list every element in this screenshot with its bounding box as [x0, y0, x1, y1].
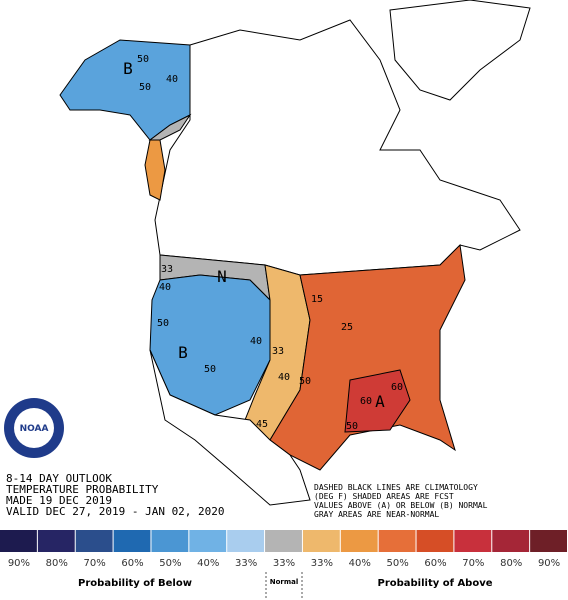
note-line: DASHED BLACK LINES ARE CLIMATOLOGY	[314, 483, 478, 492]
map-label: 50	[157, 318, 169, 329]
legend-label: 70%	[84, 558, 106, 569]
legend-swatch	[340, 530, 378, 552]
legend-swatch	[75, 530, 113, 552]
legend-swatch	[454, 530, 492, 552]
header-line: 8-14 DAY OUTLOOK	[6, 472, 112, 485]
legend-label: 80%	[46, 558, 68, 569]
legend-swatch	[37, 530, 75, 552]
map-label: 50	[204, 364, 216, 375]
map-label: 33	[161, 264, 173, 275]
legend-label: 60%	[121, 558, 143, 569]
map-label: 50	[346, 421, 358, 432]
legend-label: 33%	[273, 558, 295, 569]
legend-label: 80%	[500, 558, 522, 569]
legend-label: 50%	[386, 558, 408, 569]
header-line: TEMPERATURE PROBABILITY	[6, 483, 159, 496]
legend-label: 33%	[311, 558, 333, 569]
mexico	[149, 349, 311, 506]
noaa-logo: NOAA	[4, 398, 64, 458]
map-label: 40	[166, 74, 178, 85]
map-label: 50	[139, 82, 151, 93]
legend-label: 40%	[349, 558, 371, 569]
legend-swatch	[492, 530, 530, 552]
bc-coast	[144, 139, 166, 201]
header-line: VALID DEC 27, 2019 - JAN 02, 2020	[6, 505, 225, 518]
map-base	[59, 0, 531, 506]
legend-label: 50%	[159, 558, 181, 569]
map-label: 50	[137, 54, 149, 65]
legend-swatch	[416, 530, 454, 552]
legend-swatch	[0, 530, 37, 552]
header-line: MADE 19 DEC 2019	[6, 494, 112, 507]
map-label: 40	[278, 372, 290, 383]
us-below	[149, 274, 271, 416]
note-line: (DEG F) SHADED AREAS ARE FCST	[314, 492, 454, 501]
map-label: B	[123, 59, 133, 78]
logo-inner	[14, 408, 54, 448]
map-label: 50	[299, 376, 311, 387]
map-label: 60	[391, 382, 403, 393]
map-label: A	[375, 392, 385, 411]
note-line: VALUES ABOVE (A) OR BELOW (B) NORMAL	[314, 501, 488, 510]
canada	[154, 19, 521, 276]
legend-label: 70%	[462, 558, 484, 569]
us-above	[269, 243, 466, 471]
legend-swatch	[227, 530, 265, 552]
legend-label: 90%	[8, 558, 30, 569]
legend-swatch	[302, 530, 340, 552]
legend-swatch	[530, 530, 567, 552]
legend-swatch	[113, 530, 151, 552]
us-above-high	[344, 369, 411, 433]
legend-label: 40%	[197, 558, 219, 569]
map-label: 45	[256, 419, 268, 430]
map-label: 25	[341, 322, 353, 333]
map-label: 33	[272, 346, 284, 357]
legend-swatch	[189, 530, 227, 552]
legend-swatch	[151, 530, 189, 552]
map-label: 60	[360, 396, 372, 407]
logo-text: NOAA	[20, 424, 49, 434]
legend-normal: Normal	[270, 578, 299, 586]
legend-label: 90%	[538, 558, 560, 569]
legend-swatch	[378, 530, 416, 552]
legend-label: 60%	[424, 558, 446, 569]
legend-above: Probability of Above	[377, 578, 492, 589]
map-label: 40	[159, 282, 171, 293]
legend-swatch	[265, 530, 302, 552]
greenland	[389, 0, 531, 101]
map-label: 15	[311, 294, 323, 305]
legend-below: Probability of Below	[78, 578, 192, 589]
note-line: GRAY AREAS ARE NEAR-NORMAL	[314, 510, 439, 519]
map-label: N	[217, 267, 227, 286]
legend-label: 33%	[235, 558, 257, 569]
map-label: 40	[250, 336, 262, 347]
map-label: B	[178, 343, 188, 362]
